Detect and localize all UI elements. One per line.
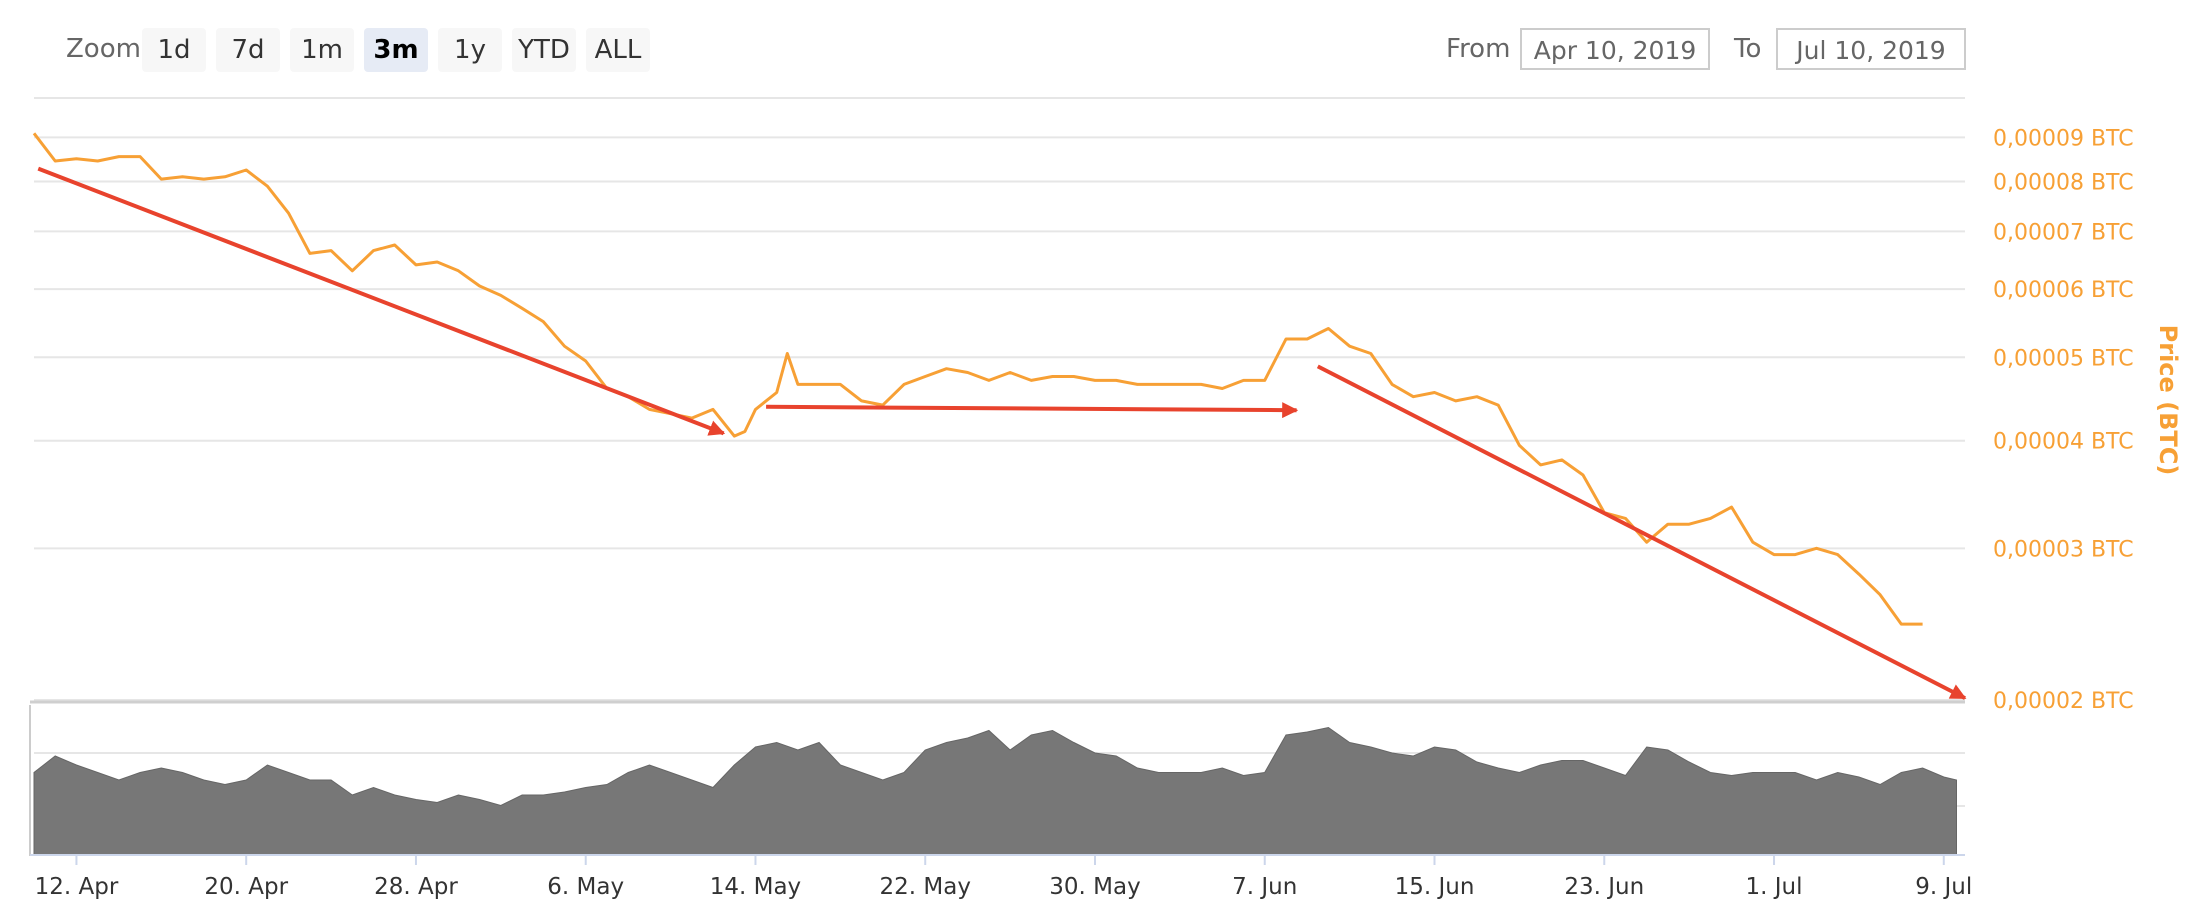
y-tick-label: 0,00004 BTC: [1993, 430, 2134, 455]
trend-arrow-3: [1318, 366, 1965, 698]
x-tick-label: 1. Jul: [1746, 874, 1803, 900]
x-axis: 12. Apr 20. Apr 28. Apr 6. May 14. May 22. Ma…: [30, 855, 1972, 900]
x-tick-label: 6. May: [547, 874, 624, 900]
x-tick-label: 20. Apr: [204, 874, 288, 900]
x-tick-label: 15. Jun: [1395, 874, 1475, 900]
x-tick-label: 23. Jun: [1564, 874, 1644, 900]
trend-arrow-2: [766, 407, 1296, 410]
x-tick-label: 12. Apr: [35, 874, 119, 900]
y-tick-label: 0,00002 BTC: [1993, 689, 2134, 714]
x-tick-label: 30. May: [1049, 874, 1140, 900]
trend-arrows: [38, 169, 1965, 699]
x-tick-label: 14. May: [710, 874, 801, 900]
volume-area: [34, 728, 1957, 856]
trend-arrow-1: [38, 169, 723, 434]
y-tick-label: 0,00003 BTC: [1993, 537, 2134, 562]
x-tick-label: 22. May: [880, 874, 971, 900]
volume-panel: [34, 728, 1957, 856]
price-line: [34, 133, 1923, 624]
y-tick-label: 0,00007 BTC: [1993, 220, 2134, 245]
y-tick-label: 0,00008 BTC: [1993, 170, 2134, 195]
x-tick-label: 28. Apr: [374, 874, 458, 900]
y-axis-title: Price (BTC): [2154, 325, 2182, 476]
y-axis: Price (BTC) 0,00009 BTC 0,00008 BTC 0,0000…: [1993, 126, 2182, 714]
y-tick-label: 0,00006 BTC: [1993, 278, 2134, 303]
price-panel: [34, 133, 1923, 624]
y-tick-label: 0,00009 BTC: [1993, 126, 2134, 151]
x-tick-label: 7. Jun: [1232, 874, 1297, 900]
y-tick-label: 0,00005 BTC: [1993, 346, 2134, 371]
x-tick-label: 9. Jul: [1915, 874, 1972, 900]
